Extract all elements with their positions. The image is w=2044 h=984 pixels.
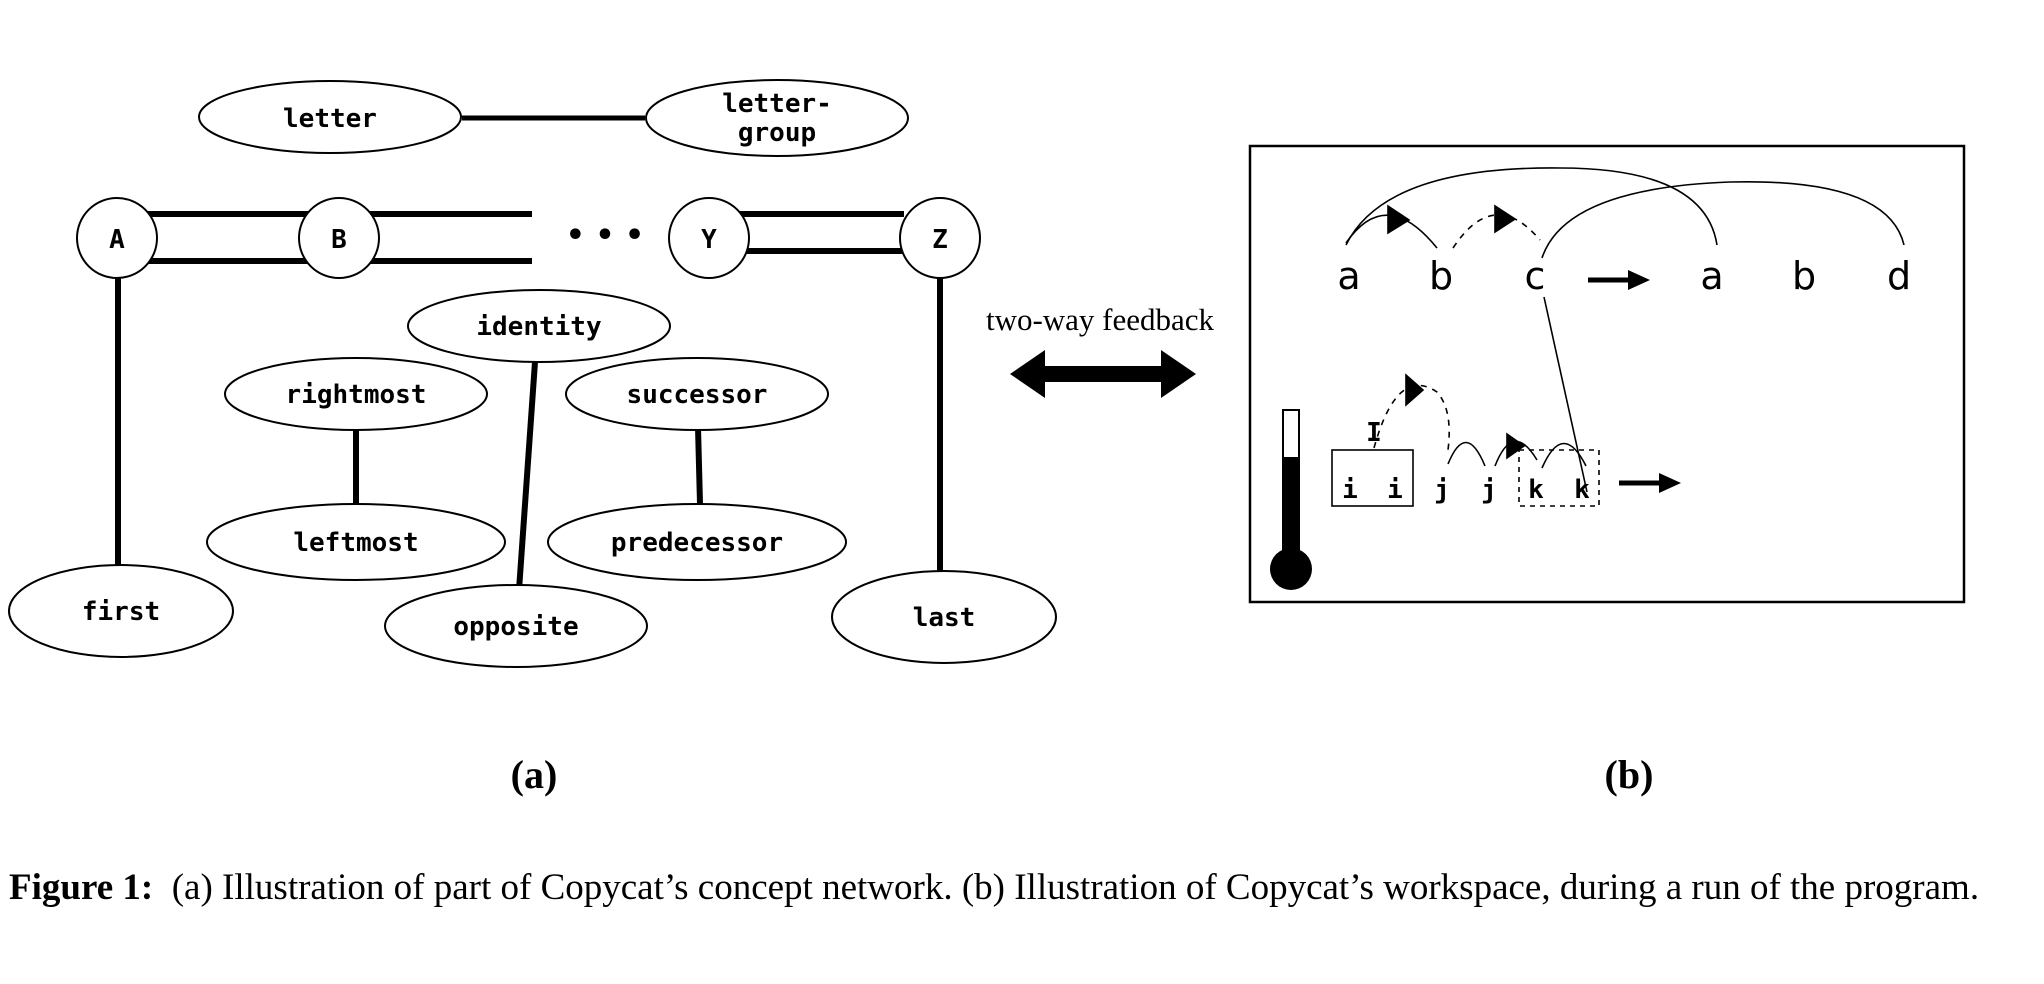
node-z: [899, 197, 981, 279]
arc-c-d: [1541, 180, 1905, 259]
link-c-k: [1543, 296, 1588, 493]
group-box-kk-dashed: [1518, 449, 1600, 507]
node-successor: [565, 357, 829, 431]
temperature-thermometer: [1270, 409, 1312, 590]
label-a: A: [109, 225, 125, 255]
bond-group-j-dashed: [1373, 384, 1450, 451]
label-opposite: opposite: [453, 612, 578, 642]
target-letter-k2: k: [1574, 475, 1590, 505]
workspace-frame: [1248, 144, 1966, 604]
label-letter: letter: [283, 104, 377, 134]
node-predecessor: [547, 503, 847, 581]
label-identity: identity: [476, 312, 601, 342]
bond-group-arrow: [1405, 373, 1425, 407]
node-first: [8, 564, 234, 658]
panel-label-b: (b): [1605, 752, 1654, 797]
modified-letter-b: b: [1792, 254, 1816, 298]
caption-label: Figure 1:: [9, 867, 154, 908]
modified-letter-a: a: [1700, 254, 1723, 298]
caption-text: (a) Illustration of part of Copycat’s co…: [171, 867, 1980, 908]
node-opposite: [384, 584, 648, 668]
modified-letter-d: d: [1887, 254, 1911, 298]
arc-a-a: [1345, 167, 1718, 246]
workspace-bonds: [1345, 167, 1905, 493]
target-letter-j2: j: [1481, 475, 1497, 505]
panel-label-a: (a): [511, 752, 558, 797]
group-label-i: I: [1366, 418, 1382, 448]
label-leftmost: leftmost: [293, 528, 418, 558]
bond-k-k: [1541, 442, 1587, 469]
node-identity: [407, 289, 671, 363]
link-successor-predecessor: [695, 426, 703, 505]
label-letter-group-line2: group: [738, 118, 816, 148]
node-last: [831, 570, 1057, 664]
label-predecessor: predecessor: [611, 528, 783, 558]
bond-b-c: [1452, 214, 1541, 249]
thermometer-mercury: [1284, 457, 1298, 562]
target-letter-k1: k: [1528, 475, 1544, 505]
node-letter: [198, 80, 462, 154]
feedback-label: two-way feedback: [986, 302, 1215, 337]
double-arrow: [1010, 350, 1196, 398]
group-box-ii: [1331, 449, 1414, 507]
label-last: last: [913, 603, 976, 633]
bond-j-j: [1447, 441, 1486, 467]
target-letter-i2: i: [1387, 475, 1403, 505]
link-identity-opposite: [516, 361, 538, 591]
node-b: [298, 197, 380, 279]
node-a: [76, 197, 158, 279]
target-letter-i1: i: [1342, 475, 1358, 505]
figure-caption: Figure 1: (a) Illustration of part of Co…: [9, 865, 2019, 911]
answer-arrow-head: [1659, 473, 1681, 493]
node-y: [668, 197, 750, 279]
initial-letter-a: a: [1337, 254, 1360, 298]
target-letter-j1: j: [1434, 475, 1450, 505]
label-y: Y: [701, 225, 717, 255]
node-leftmost: [206, 503, 506, 581]
concept-network-panel: [8, 79, 1057, 668]
bond-a-b-arrow: [1387, 204, 1411, 235]
bond-b-c-arrow: [1494, 204, 1517, 234]
label-first: first: [82, 597, 160, 627]
label-b: B: [331, 225, 347, 255]
node-letter-group: [645, 79, 909, 157]
node-rightmost: [224, 357, 488, 431]
label-successor: successor: [627, 380, 768, 410]
label-z: Z: [932, 225, 948, 255]
initial-letter-b: b: [1429, 254, 1453, 298]
label-letter-group-line1: letter-: [722, 89, 832, 119]
ellipsis-dots: • • •: [566, 218, 644, 253]
transform-arrow-head: [1628, 270, 1650, 290]
initial-letter-c: c: [1525, 254, 1546, 298]
thermometer-bulb: [1270, 548, 1312, 590]
bond-j-k-arrow: [1506, 432, 1526, 460]
label-rightmost: rightmost: [286, 380, 427, 410]
